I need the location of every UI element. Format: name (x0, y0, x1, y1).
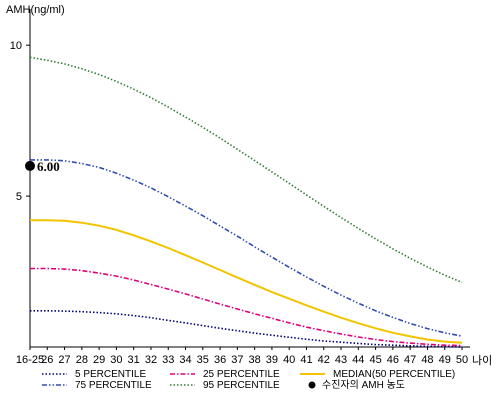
x-tick-label: 50 (456, 354, 468, 366)
x-tick-label: 45 (369, 354, 381, 366)
x-tick-label: 29 (93, 354, 105, 366)
legend-label: 75 PERCENTILE (75, 380, 152, 391)
y-axis-label: AMH(ng/ml) (6, 4, 65, 16)
x-tick-label: 48 (421, 354, 433, 366)
y-tick-label: 5 (16, 191, 22, 203)
x-axis-label: 나이 (472, 354, 492, 367)
x-tick-label: 49 (439, 354, 451, 366)
x-tick-label: 40 (283, 354, 295, 366)
x-tick-label: 32 (145, 354, 157, 366)
x-tick-label: 43 (335, 354, 347, 366)
series-line-4 (30, 159, 463, 337)
x-tick-label: 27 (58, 354, 70, 366)
x-tick-label: 44 (352, 354, 364, 366)
x-tick-label: 34 (179, 354, 191, 366)
series-layer (29, 56, 463, 348)
legend-label: MEDIAN(50 PERCENTILE) (333, 369, 455, 380)
x-tick-label: 39 (266, 354, 278, 366)
legend: 5 PERCENTILE 25 PERCENTILE MEDIAN(50 PERCE… (42, 369, 455, 391)
series-line-2 (30, 267, 463, 347)
x-tick-label: 47 (404, 354, 416, 366)
legend-label: 5 PERCENTILE (75, 369, 146, 380)
x-tick-label: 31 (128, 354, 140, 366)
x-tick-label: 36 (214, 354, 226, 366)
x-tick-label: 41 (300, 354, 312, 366)
x-tick-label: 26 (41, 354, 53, 366)
x-tick-label: 16-25 (16, 354, 44, 366)
series-line-5 (29, 56, 463, 284)
x-tick-label: 28 (76, 354, 88, 366)
series-line-1 (30, 310, 463, 348)
series-line-3 (30, 219, 463, 344)
y-tick-label: 10 (10, 40, 22, 52)
legend-label: 25 PERCENTILE (203, 369, 280, 380)
legend-label: 수진자의 AMH 농도 (322, 379, 405, 391)
marker-layer: 6.00 (25, 159, 60, 174)
x-tick-label: 35 (197, 354, 209, 366)
patient-amh-value-label: 6.00 (37, 159, 60, 174)
x-tick-label: 46 (387, 354, 399, 366)
legend-label: 95 PERCENTILE (203, 380, 280, 391)
x-tick-label: 38 (249, 354, 261, 366)
patient-amh-marker (25, 160, 35, 171)
x-tick-label: 33 (162, 354, 174, 366)
x-tick-label: 37 (231, 354, 243, 366)
x-tick-label: 42 (318, 354, 330, 366)
x-tick-label: 30 (110, 354, 122, 366)
axes (29, 9, 470, 348)
legend-marker-swatch (308, 381, 316, 389)
